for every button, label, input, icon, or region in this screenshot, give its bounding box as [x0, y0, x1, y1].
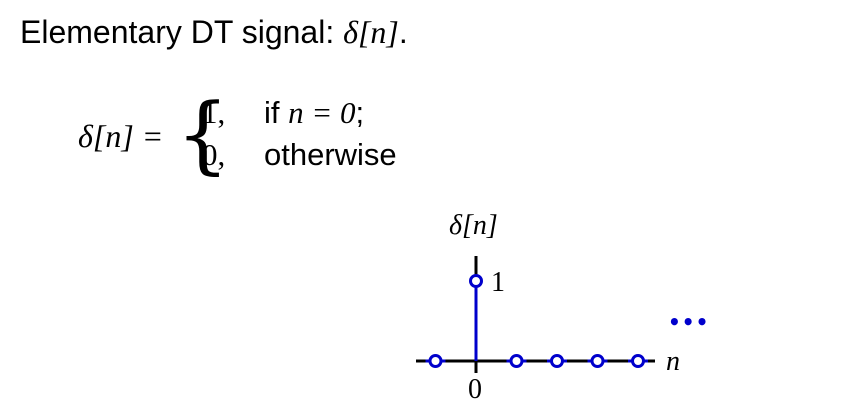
stem-marker [469, 274, 483, 288]
case-one-condition: if n = 0; [264, 96, 364, 130]
definition-lhs: δ[n] = [78, 118, 164, 154]
y-axis-label: δ[n] [449, 210, 498, 241]
case-one-value: 1, [202, 95, 226, 130]
case-two-value: 0, [202, 137, 226, 172]
case-one-prefix: if [264, 95, 280, 130]
stem-marker [428, 354, 443, 368]
stem-marker [590, 354, 605, 368]
case-one-suffix: ; [355, 95, 365, 130]
title-symbol: δ[n] [343, 14, 399, 50]
stem-marker [631, 354, 645, 368]
continuation-dots: ••• [668, 310, 709, 334]
case-two-condition: otherwise [264, 138, 397, 172]
case-two-prefix: otherwise [264, 137, 397, 172]
slide-title: Elementary DT signal: δ[n]. [20, 12, 408, 52]
title-suffix: . [398, 14, 408, 50]
stem-marker [509, 354, 524, 368]
x-tick-label: 0 [468, 374, 482, 405]
delta-definition: δ[n] = { 1, if n = 0; 0, otherwise [78, 92, 498, 176]
y-tick-label: 1 [491, 267, 505, 298]
title-text: Elementary DT signal: [20, 14, 335, 50]
cases-brace: { [176, 85, 230, 183]
stem-marker [550, 354, 564, 368]
x-axis-label: n [666, 346, 680, 377]
case-one-math: n = 0 [288, 95, 356, 130]
